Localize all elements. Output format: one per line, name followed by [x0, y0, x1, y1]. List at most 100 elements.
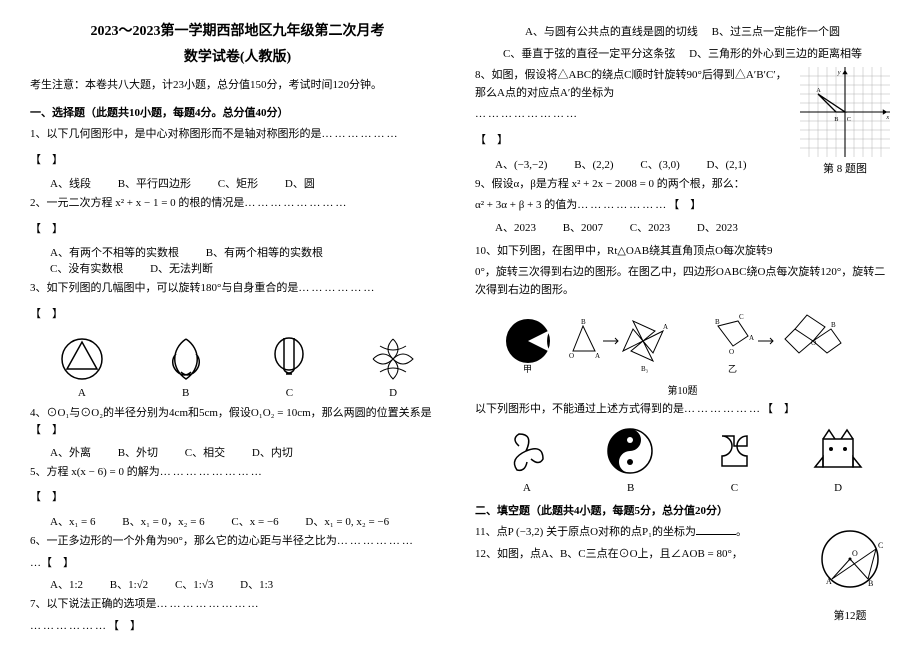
q7-bracket: 【 】: [108, 618, 141, 636]
q9-opt-b: B、2007: [563, 219, 603, 235]
q4-options: A、外离 B、外切 C、相交 D、内切: [50, 444, 445, 460]
q10-text3: 以下列图形中，不能通过上述方式得到的是………………【 】: [475, 401, 890, 419]
svg-text:B: B: [834, 116, 838, 123]
q5-text: 5、方程 x(x − 6) = 0 的解为: [30, 466, 160, 478]
svg-text:O: O: [729, 348, 734, 356]
q4-opt-a: A、外离: [50, 444, 91, 460]
q3-text: 3、如下列图的几幅图中，可以旋转180°与自身重合的是: [30, 282, 298, 294]
q10-label-b: B: [603, 482, 658, 494]
q6-bracket: 【 】: [41, 555, 74, 573]
svg-text:y: y: [837, 69, 841, 76]
section-1-heading: 一、选择题（此题共10小题，每题4分。总分值40分）: [30, 104, 445, 120]
q7-opt-d: D、三角形的外心到三边的距离相等: [689, 48, 862, 60]
q8-opt-a: A、(−3,−2): [495, 156, 547, 172]
q1-opt-a: A、线段: [50, 175, 91, 191]
svg-text:B: B: [581, 318, 586, 326]
q5-opt-d: D、x₁ = 0, x₂ = −6: [305, 513, 389, 529]
q3-figures: A B C D: [30, 334, 445, 399]
svg-text:O: O: [569, 352, 574, 360]
svg-text:B: B: [715, 318, 720, 326]
q3-fig-a: A: [57, 334, 107, 399]
svg-text:B: B: [868, 579, 873, 588]
q7-opt-c: C、垂直于弦的直径一定平分这条弦: [503, 48, 675, 60]
svg-text:C: C: [739, 313, 744, 321]
q9-opt-a: A、2023: [495, 219, 536, 235]
q3-label-c: C: [264, 387, 314, 399]
svg-text:O: O: [811, 339, 816, 347]
svg-text:B₃: B₃: [641, 365, 649, 373]
q2-opt-a: A、有两个不相等的实数根: [50, 244, 179, 260]
q4-opt-d: D、内切: [252, 444, 293, 460]
dots: ……………………: [244, 197, 348, 209]
svg-text:O: O: [852, 549, 858, 558]
q1-options: A、线段 B、平行四边形 C、矩形 D、圆: [50, 175, 445, 191]
q10-label-d: D: [811, 482, 866, 494]
q5-bracket: 【 】: [30, 489, 63, 507]
q2-opt-d: D、无法判断: [150, 260, 213, 276]
q7-opts-row2: C、垂直于弦的直径一定平分这条弦 D、三角形的外心到三边的距离相等: [475, 46, 890, 64]
q10-option-figures: A B C D: [475, 424, 890, 494]
q9-options: A、2023 B、2007 C、2023 D、2023: [495, 219, 890, 235]
q10-text2: 0°，旋转三次得到右边的图形。在图乙中，四边形OABC绕O点每次旋转120°，旋…: [475, 264, 890, 299]
q10-label-c: C: [707, 482, 762, 494]
q2: 2、一元二次方程 x² + x − 1 = 0 的根的情况是……………………: [30, 195, 445, 213]
q6-options: A、1:2 B、1:√2 C、1:√3 D、1:3: [50, 576, 445, 592]
q6-opt-d: D、1:3: [240, 576, 273, 592]
svg-text:A: A: [816, 87, 821, 94]
q1-opt-c: C、矩形: [218, 175, 258, 191]
q5-opt-c: C、x = −6: [231, 513, 278, 529]
section-2-heading: 二、填空题（此题共4小题，每题5分，总分值20分）: [475, 502, 890, 518]
q10-fig-b: B: [603, 424, 658, 494]
q7-opt-a: A、与圆有公共点的直线是圆的切线: [525, 26, 698, 38]
q10-fig-c: C: [707, 424, 762, 494]
q10-text1: 10、如下列图，在图甲中，Rt△OAB绕其直角顶点O每次旋转9: [475, 243, 890, 261]
q6-line2: …【 】: [30, 555, 445, 573]
exam-notice: 考生注意：本卷共八大题，计23小题，总分值150分，考试时间120分钟。: [30, 76, 445, 92]
q3-fig-c: C: [264, 334, 314, 399]
dots: ………………: [30, 620, 108, 632]
right-column: A、与圆有公共点的直线是圆的切线 B、过三点一定能作一个圆 C、垂直于弦的直径一…: [475, 20, 890, 645]
svg-text:C: C: [847, 116, 851, 123]
q3-label-a: A: [57, 387, 107, 399]
q10-bracket: 【 】: [762, 401, 795, 419]
q10-fig-d: D: [811, 424, 866, 494]
q1-bracket: 【 】: [30, 152, 63, 170]
doc-title-2: 数学试卷(人教版): [30, 46, 445, 66]
dots: ……………………: [157, 598, 261, 610]
q10-diagrams: 甲 BOA B₃A BCAO 乙 BO: [475, 306, 890, 376]
svg-text:A: A: [826, 577, 832, 586]
dots: …………………: [577, 199, 668, 211]
q9-opt-c: C、2023: [630, 219, 670, 235]
q4-opt-b: B、外切: [118, 444, 158, 460]
q6-opt-a: A、1:2: [50, 576, 83, 592]
q7-opts-row1: A、与圆有公共点的直线是圆的切线 B、过三点一定能作一个圆: [475, 24, 890, 42]
q1-opt-b: B、平行四边形: [118, 175, 191, 191]
q4: 4、⊙O₁与⊙O₂的半径分别为4cm和5cm，假设O₁O₂ = 10cm，那么两…: [30, 405, 445, 440]
q7-opt-b: B、过三点一定能作一个圆: [712, 26, 840, 38]
q7: 7、以下说法正确的选项是……………………: [30, 596, 445, 614]
q4-opt-c: C、相交: [185, 444, 225, 460]
q10-text3-span: 以下列图形中，不能通过上述方式得到的是: [475, 403, 684, 415]
q8-caption: 第 8 题图: [800, 160, 890, 176]
q2-opt-b: B、有两个相等的实数根: [206, 244, 323, 260]
q11-text: 11、点P (−3,2) 关于原点O对称的点P₁的坐标为: [475, 526, 696, 538]
dots: ………………: [684, 403, 762, 415]
q10-caption: 第10题: [475, 382, 890, 397]
q8-opt-c: C、(3,0): [640, 156, 679, 172]
svg-text:A: A: [749, 334, 754, 342]
q10-fig-a: A: [499, 424, 554, 494]
dots: ………………: [298, 282, 376, 294]
dots: ……………………: [160, 466, 264, 478]
dots: ………………: [322, 128, 400, 140]
q1-text: 1、以下几何图形中，是中心对称图形而不是轴对称图形的是: [30, 128, 322, 140]
svg-text:A: A: [595, 352, 600, 360]
q8-opt-b: B、(2,2): [574, 156, 613, 172]
q7-l2: ………………【 】: [30, 618, 445, 636]
q2-opt-c: C、没有实数根: [50, 260, 123, 276]
q3-fig-b: B: [161, 334, 211, 399]
q8-bracket: 【 】: [475, 132, 508, 150]
q9-bracket: 【 】: [668, 197, 701, 215]
q3-fig-d: D: [368, 334, 418, 399]
dots: ……………………: [475, 108, 579, 120]
q5-opt-a: A、x₁ = 6: [50, 513, 95, 529]
